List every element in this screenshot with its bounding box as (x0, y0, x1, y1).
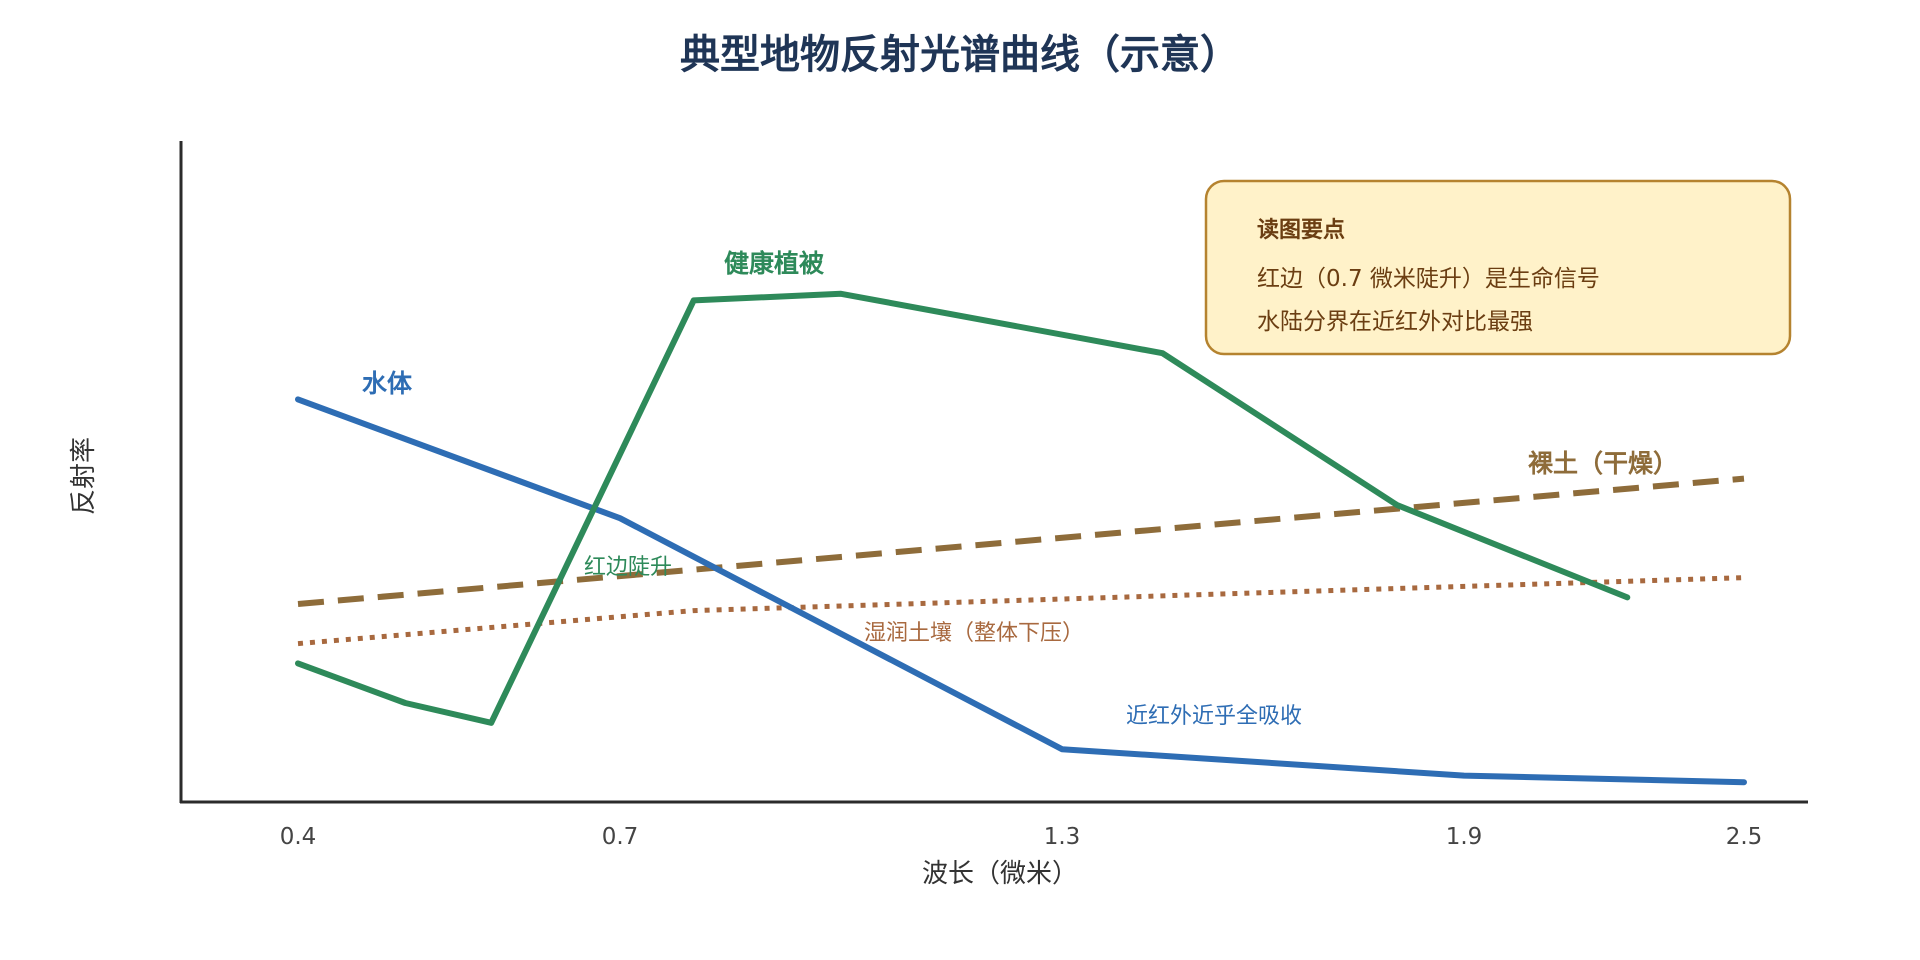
x-tick-label: 2.5 (1726, 824, 1763, 850)
axes (179, 141, 1808, 804)
series-label-dry-soil: 裸土（干燥） (1528, 449, 1678, 478)
x-axis-label: 波长（微米） (922, 859, 1078, 889)
series-label-vegetation: 健康植被 (724, 249, 824, 278)
x-tick-label: 1.3 (1044, 824, 1081, 850)
y-axis-label: 反射率 (69, 437, 99, 515)
x-tick-label: 0.7 (602, 824, 639, 850)
note-line: 水陆分界在近红外对比最强 (1257, 309, 1533, 335)
series-label-wet-soil: 湿润土壤（整体下压） (864, 621, 1084, 646)
x-tick-label: 0.4 (280, 824, 317, 850)
series-line-vegetation (295, 290, 1631, 726)
annotation-red-edge: 红边陡升 (584, 555, 672, 580)
series-line-dry-soil (297, 475, 1745, 607)
annotation-nir-absorb: 近红外近乎全吸收 (1126, 704, 1302, 729)
series-label-water: 水体 (362, 369, 413, 398)
x-ticks: 0.4 0.7 1.3 1.9 2.5 (280, 824, 1763, 850)
note-line: 红边（0.7 微米陡升）是生命信号 (1257, 266, 1600, 292)
note-box-frame (1204, 179, 1792, 356)
series-layer (295, 290, 1747, 786)
note-title: 读图要点 (1257, 217, 1345, 243)
chart-title: 典型地物反射光谱曲线（示意） (680, 32, 1240, 78)
series-line-water (295, 396, 1747, 786)
series-line-wet-soil (297, 575, 1745, 647)
x-tick-label: 1.9 (1446, 824, 1483, 850)
